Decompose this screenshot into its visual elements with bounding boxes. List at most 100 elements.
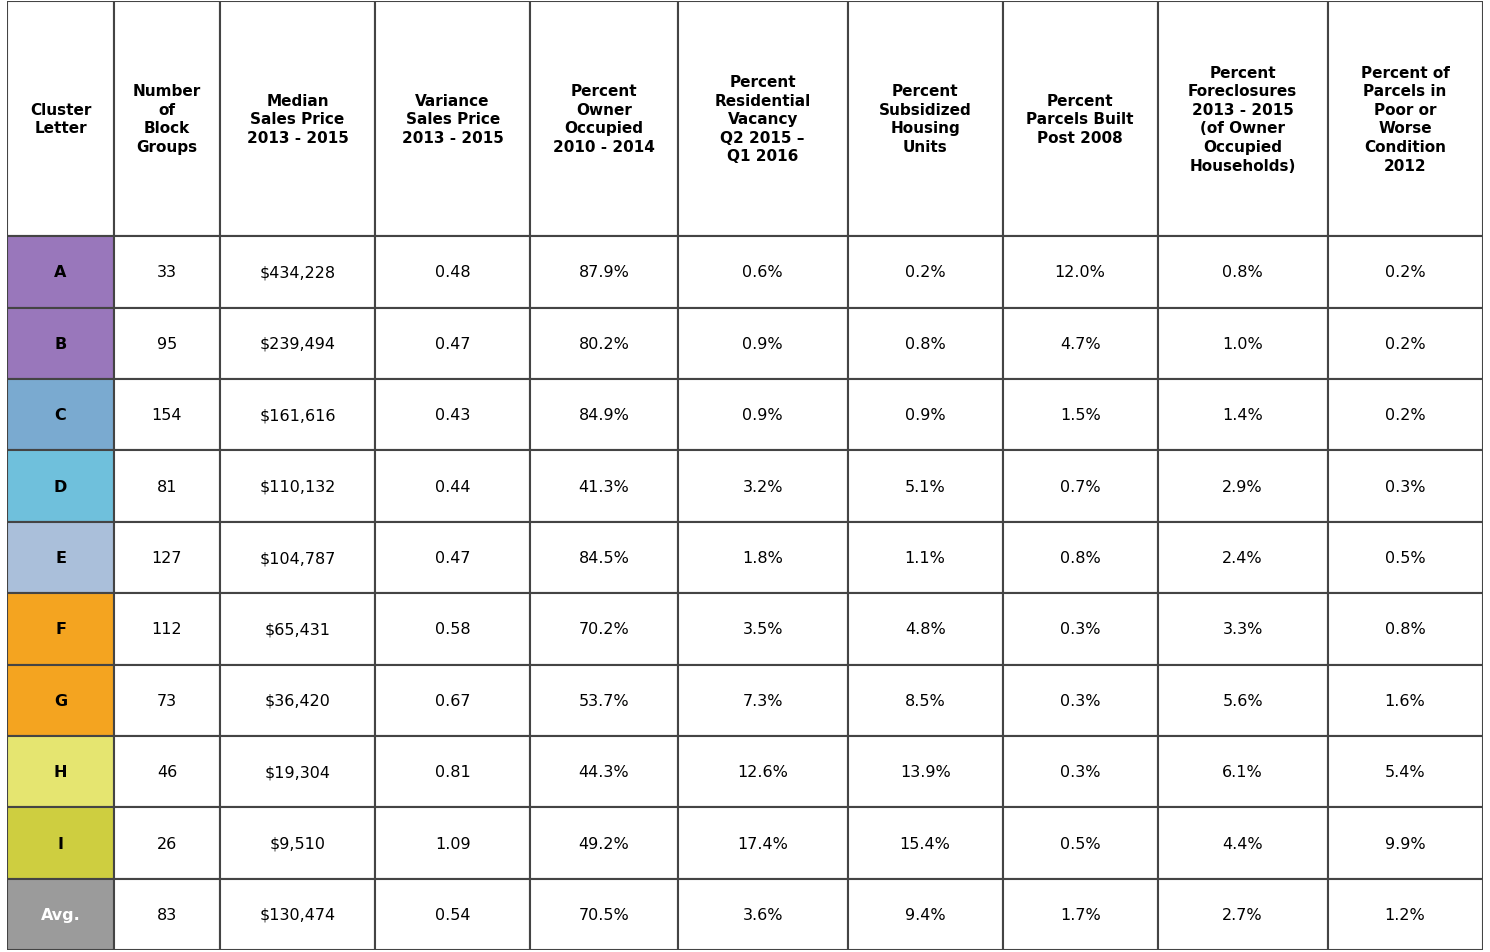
Text: 4.8%: 4.8%	[904, 622, 946, 637]
Bar	[113, 237, 221, 308]
Bar	[7, 523, 113, 594]
Text: 83: 83	[156, 907, 177, 922]
Bar	[848, 736, 1003, 807]
Bar	[530, 523, 678, 594]
Text: 0.44: 0.44	[435, 479, 471, 494]
Bar	[1158, 594, 1328, 664]
Text: 1.8%: 1.8%	[742, 550, 784, 565]
Text: $130,474: $130,474	[259, 907, 335, 922]
Bar	[848, 664, 1003, 736]
Bar	[678, 807, 848, 879]
Text: 1.4%: 1.4%	[1222, 407, 1264, 423]
Bar	[221, 736, 375, 807]
Text: Avg.: Avg.	[40, 907, 80, 922]
Bar	[530, 308, 678, 380]
Bar	[375, 664, 530, 736]
Text: $110,132: $110,132	[259, 479, 335, 494]
Text: Percent of
Parcels in
Poor or
Worse
Condition
2012: Percent of Parcels in Poor or Worse Cond…	[1360, 66, 1450, 173]
Text: 2.7%: 2.7%	[1222, 907, 1264, 922]
Bar	[1003, 308, 1158, 380]
Bar	[221, 664, 375, 736]
Text: 0.43: 0.43	[435, 407, 471, 423]
Text: 0.9%: 0.9%	[904, 407, 946, 423]
Text: 1.6%: 1.6%	[1384, 693, 1426, 708]
Text: 0.7%: 0.7%	[1059, 479, 1101, 494]
Text: 5.4%: 5.4%	[1384, 764, 1426, 780]
Bar	[375, 807, 530, 879]
Text: 33: 33	[156, 266, 177, 280]
Text: 8.5%: 8.5%	[904, 693, 946, 708]
Bar	[221, 451, 375, 523]
Bar	[1328, 380, 1483, 451]
Text: 1.09: 1.09	[435, 836, 471, 851]
Bar	[678, 594, 848, 664]
Bar	[7, 736, 113, 807]
Text: I: I	[58, 836, 64, 851]
Bar	[375, 380, 530, 451]
Bar	[1003, 594, 1158, 664]
Bar	[7, 451, 113, 523]
Bar	[1003, 736, 1158, 807]
Text: 84.9%: 84.9%	[578, 407, 629, 423]
Bar	[530, 594, 678, 664]
Bar	[1003, 380, 1158, 451]
Text: 1.2%: 1.2%	[1384, 907, 1426, 922]
Bar	[1328, 664, 1483, 736]
Text: $434,228: $434,228	[259, 266, 335, 280]
Text: 0.48: 0.48	[435, 266, 471, 280]
Text: 0.9%: 0.9%	[742, 336, 784, 351]
Text: 3.3%: 3.3%	[1222, 622, 1264, 637]
Text: 0.8%: 0.8%	[904, 336, 946, 351]
Text: C: C	[55, 407, 67, 423]
Text: 1.0%: 1.0%	[1222, 336, 1264, 351]
Bar	[1158, 879, 1328, 950]
Text: 41.3%: 41.3%	[578, 479, 629, 494]
Bar	[848, 879, 1003, 950]
Text: 0.47: 0.47	[435, 550, 471, 565]
Bar	[1158, 523, 1328, 594]
Bar	[221, 523, 375, 594]
Text: 0.8%: 0.8%	[1059, 550, 1101, 565]
Bar	[7, 2, 113, 237]
Text: B: B	[55, 336, 67, 351]
Text: $9,510: $9,510	[270, 836, 326, 851]
Bar	[530, 736, 678, 807]
Text: 5.1%: 5.1%	[904, 479, 946, 494]
Bar	[7, 879, 113, 950]
Bar	[113, 664, 221, 736]
Text: 0.58: 0.58	[435, 622, 471, 637]
Bar	[848, 807, 1003, 879]
Text: 1.5%: 1.5%	[1059, 407, 1101, 423]
Text: 5.6%: 5.6%	[1222, 693, 1264, 708]
Text: F: F	[55, 622, 66, 637]
Text: Percent
Parcels Built
Post 2008: Percent Parcels Built Post 2008	[1027, 93, 1134, 146]
Bar	[530, 237, 678, 308]
Text: 0.81: 0.81	[435, 764, 471, 780]
Bar	[1328, 2, 1483, 237]
Text: Number
of
Block
Groups: Number of Block Groups	[133, 84, 201, 155]
Bar	[848, 523, 1003, 594]
Text: 53.7%: 53.7%	[578, 693, 629, 708]
Text: 0.9%: 0.9%	[742, 407, 784, 423]
Bar	[113, 879, 221, 950]
Bar	[1158, 308, 1328, 380]
Bar	[1158, 664, 1328, 736]
Bar	[375, 879, 530, 950]
Text: Percent
Subsidized
Housing
Units: Percent Subsidized Housing Units	[879, 84, 971, 155]
Text: $161,616: $161,616	[259, 407, 335, 423]
Text: 9.9%: 9.9%	[1384, 836, 1426, 851]
Text: 0.54: 0.54	[435, 907, 471, 922]
Text: 80.2%: 80.2%	[578, 336, 629, 351]
Text: 15.4%: 15.4%	[900, 836, 951, 851]
Text: Percent
Foreclosures
2013 - 2015
(of Owner
Occupied
Households): Percent Foreclosures 2013 - 2015 (of Own…	[1188, 66, 1298, 173]
Text: 0.5%: 0.5%	[1384, 550, 1426, 565]
Bar	[375, 523, 530, 594]
Text: 49.2%: 49.2%	[578, 836, 629, 851]
Bar	[530, 664, 678, 736]
Text: 26: 26	[156, 836, 177, 851]
Text: E: E	[55, 550, 66, 565]
Bar	[113, 451, 221, 523]
Text: 0.8%: 0.8%	[1384, 622, 1426, 637]
Text: 0.6%: 0.6%	[742, 266, 784, 280]
Text: 127: 127	[152, 550, 182, 565]
